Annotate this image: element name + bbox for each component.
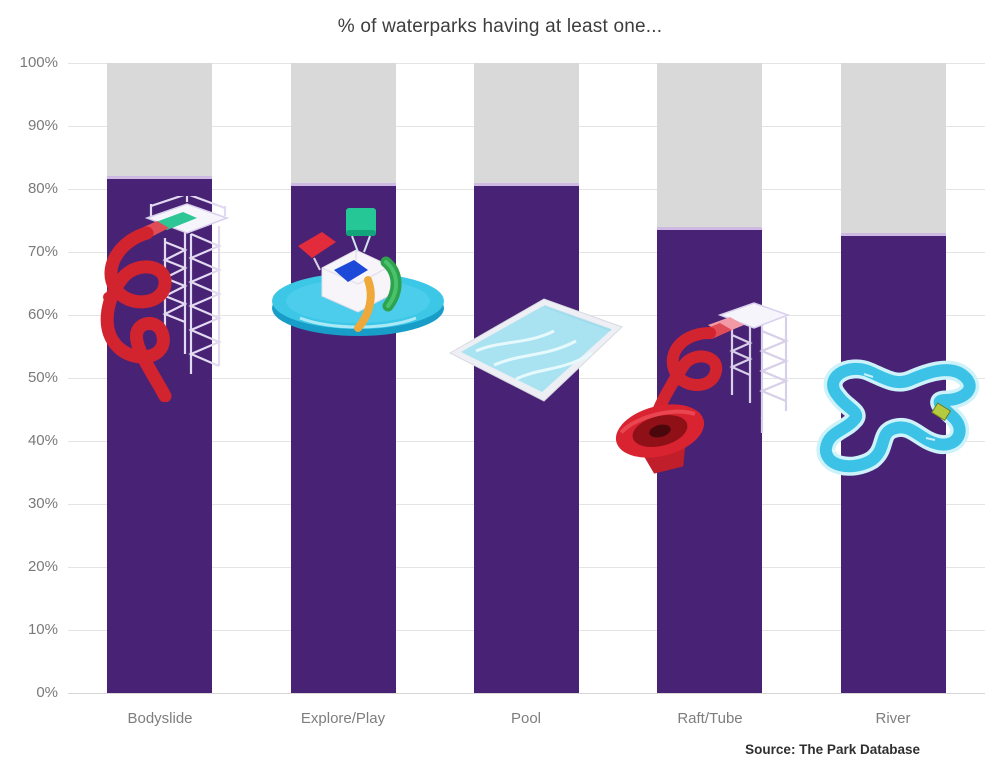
y-tick-label: 50% [27, 369, 58, 386]
raft-tube-icon [615, 302, 791, 474]
bar-bodyslide [107, 63, 212, 693]
bar-fill [474, 182, 579, 693]
bar-remainder [841, 63, 946, 234]
x-axis-baseline [68, 693, 985, 694]
x-tick-river: River [875, 710, 911, 727]
bar-remainder [657, 63, 762, 227]
y-tick-label: 40% [27, 432, 58, 449]
chart-title: % of waterparks having at least one... [337, 16, 663, 37]
y-tick-label: 10% [27, 621, 58, 638]
x-tick-pool: Pool [510, 710, 542, 727]
y-tick-label: 80% [27, 180, 58, 197]
pool-icon [448, 298, 623, 402]
source-credit: Source: The Park Database [745, 742, 920, 757]
bar-pool [474, 63, 579, 693]
bar-explore-play [291, 63, 396, 693]
bar-remainder [474, 63, 579, 183]
bodyslide-icon [100, 196, 230, 402]
y-tick-label: 20% [27, 558, 58, 575]
y-tick-label: 30% [27, 495, 58, 512]
bar-remainder [291, 63, 396, 183]
y-tick-label: 90% [27, 117, 58, 134]
bar-fill [107, 176, 212, 693]
bar-river [841, 63, 946, 693]
y-tick-label: 60% [27, 306, 58, 323]
x-tick-bodyslide: Bodyslide [127, 710, 193, 727]
bar-remainder [107, 63, 212, 177]
river-icon [816, 359, 980, 476]
y-tick-label: 70% [27, 243, 58, 260]
y-tick-label: 100% [19, 54, 58, 71]
x-tick-raft-tube: Raft/Tube [677, 710, 743, 727]
explore-play-icon [272, 208, 444, 336]
x-tick-explore-play: Explore/Play [300, 710, 386, 727]
y-tick-label: 0% [36, 684, 58, 701]
